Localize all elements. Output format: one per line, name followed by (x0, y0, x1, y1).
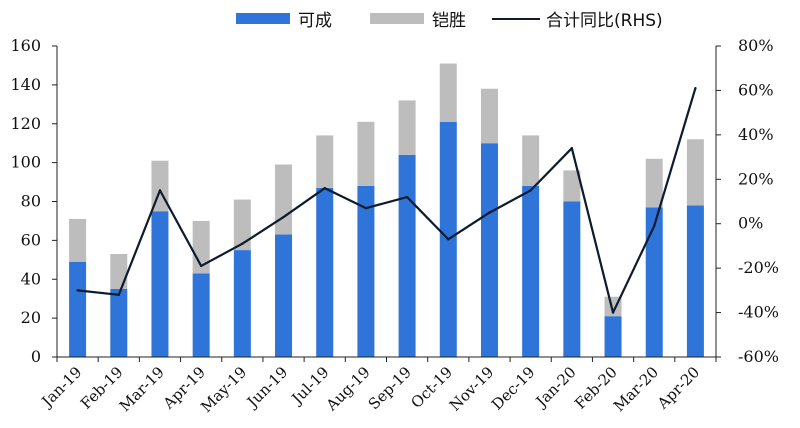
axes-layer (52, 45, 721, 362)
point-series-3-Apr-20 (694, 87, 697, 90)
y-right-tick-label: 20% (738, 169, 774, 188)
bar-series-1-Mar-20 (645, 207, 663, 357)
y-right-tick-label: -20% (738, 258, 779, 277)
bar-series-2-Feb-19 (110, 253, 128, 289)
bars-layer (69, 63, 704, 358)
x-tick-label-Mar-20: Mar-20 (610, 363, 662, 415)
y-left-tick-label: 40 (21, 269, 41, 288)
bar-series-1-May-19 (233, 250, 251, 357)
bar-series-2-Dec-19 (522, 135, 540, 186)
legend-item-series-3: 合计同比(RHS) (492, 6, 663, 31)
point-series-3-Mar-20 (653, 224, 656, 228)
y-right-tick-label: 0% (738, 214, 763, 233)
y-left-tick-label: 160 (10, 36, 41, 55)
bar-series-2-Sep-19 (398, 100, 416, 155)
bar-series-1-Dec-19 (522, 185, 540, 357)
bar-series-1-Apr-20 (686, 205, 704, 357)
bar-series-2-Aug-19 (357, 121, 375, 186)
legend-label-series-1: 可成 (298, 11, 332, 31)
bar-series-1-Nov-19 (480, 143, 498, 357)
ticks-layer: 0 20 40 60 80 100 120 140 160 -60% -40% -20% 0% 20% 40… (10, 36, 779, 416)
x-tick-label-Mar-19: Mar-19 (116, 363, 168, 415)
bar-series-1-Feb-20 (604, 316, 622, 357)
bar-series-2-Apr-20 (686, 139, 704, 206)
y-right-tick-label: -40% (738, 303, 779, 322)
legend-label-series-2: 铠胜 (432, 11, 466, 31)
point-series-3-Sep-19 (405, 195, 409, 199)
x-tick-label-Jun-19: Jun-19 (242, 363, 291, 412)
bar-series-2-Oct-19 (439, 63, 457, 122)
legend-item-series-2: 铠胜 (370, 6, 466, 31)
x-tick-label-Aug-19: Aug-19 (322, 363, 374, 415)
x-tick-label-Nov-19: Nov-19 (446, 363, 497, 414)
bar-series-1-Sep-19 (398, 154, 416, 357)
bar-series-2-Jan-19 (69, 218, 87, 262)
y-right-tick-label: -60% (738, 347, 779, 366)
legend-item-series-1: 可成 (236, 6, 332, 31)
y-left-tick-label: 100 (10, 153, 41, 172)
point-series-3-Jan-19 (76, 289, 79, 292)
x-tick-label-Dec-19: Dec-19 (488, 363, 539, 414)
bar-series-2-Jul-19 (316, 135, 334, 188)
bar-series-1-Jun-19 (275, 234, 293, 357)
bar-series-2-May-19 (233, 199, 251, 251)
y-left-tick-label: 80 (21, 192, 41, 211)
point-series-3-Oct-19 (447, 238, 450, 241)
y-left-tick-label: 60 (21, 230, 41, 249)
point-series-3-Apr-19 (199, 264, 203, 268)
legend-line-series-3 (492, 17, 540, 20)
bar-series-2-Mar-20 (645, 158, 663, 208)
legend-swatch-series-2 (370, 13, 424, 24)
x-tick-label-Apr-20: Apr-20 (653, 363, 703, 413)
point-series-3-Feb-20 (611, 311, 615, 314)
x-tick-label-May-19: May-19 (197, 363, 250, 416)
x-tick-label-Sep-19: Sep-19 (365, 363, 415, 413)
y-left-tick-label: 20 (21, 308, 41, 327)
x-tick-label-Jan-19: Jan-19 (37, 363, 86, 412)
y-left-tick-label: 0 (31, 347, 41, 366)
line-layer (76, 87, 697, 314)
point-series-3-Jun-19 (282, 215, 285, 219)
point-series-3-Jan-20 (570, 146, 574, 150)
y-left-tick-label: 120 (10, 114, 41, 133)
bar-series-1-Jan-20 (563, 201, 581, 357)
bar-series-1-Apr-19 (192, 273, 210, 357)
legend-label-series-3: 合计同比(RHS) (546, 11, 663, 31)
point-series-3-Mar-19 (158, 189, 162, 192)
line-series-3 (77, 87, 697, 314)
y-right-tick-label: 60% (738, 80, 774, 99)
legend: 可成 铠胜 合计同比(RHS) (0, 6, 800, 32)
bar-series-1-Jan-19 (69, 261, 87, 357)
point-series-3-Nov-19 (488, 211, 491, 214)
point-series-3-Aug-19 (364, 206, 368, 210)
point-series-3-Feb-19 (117, 293, 120, 296)
legend-swatch-series-1 (236, 13, 290, 24)
y-right-tick-label: 80% (738, 36, 774, 55)
y-right-tick-label: 40% (738, 125, 774, 144)
bar-series-1-Jul-19 (316, 187, 334, 357)
bar-series-2-Nov-19 (480, 88, 498, 144)
point-series-3-May-19 (241, 242, 244, 245)
bar-series-1-Aug-19 (357, 185, 375, 357)
bar-series-2-Jan-20 (563, 170, 581, 202)
bar-series-1-Feb-19 (110, 288, 128, 357)
point-series-3-Jul-19 (323, 186, 326, 190)
x-tick-label-Jan-20: Jan-20 (531, 363, 580, 412)
bar-series-1-Mar-19 (151, 211, 169, 357)
bar-series-2-Jun-19 (275, 164, 293, 235)
point-series-3-Dec-19 (529, 189, 532, 192)
y-left-tick-label: 140 (10, 75, 41, 94)
